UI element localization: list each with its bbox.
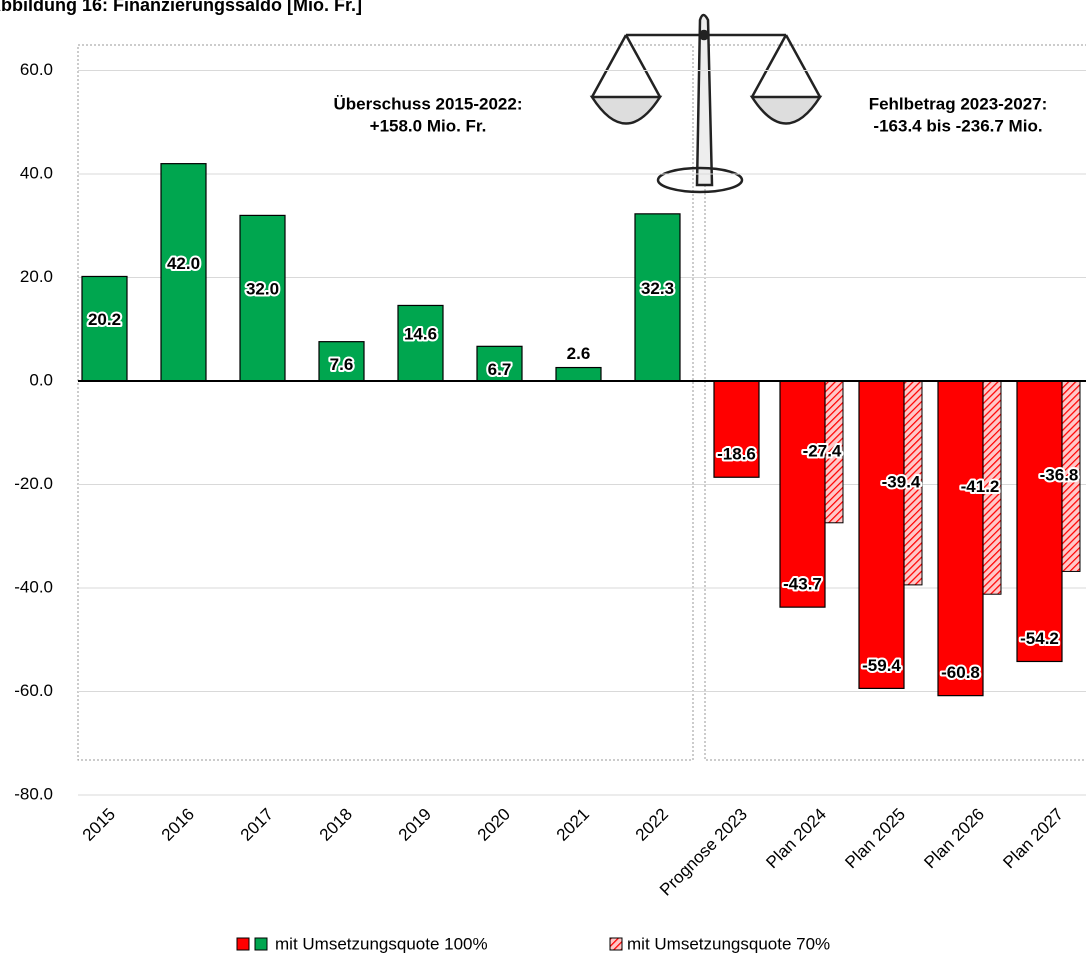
x-tick-label: 2016 — [158, 805, 198, 845]
value-label: 32.3 — [641, 279, 674, 298]
legend-label: mit Umsetzungsquote 70% — [627, 934, 830, 953]
legend-swatch — [236, 937, 250, 951]
legend-label: mit Umsetzungsquote 100% — [275, 934, 488, 953]
value-label: 7.6 — [330, 355, 354, 374]
x-tick-label: Plan 2025 — [841, 805, 909, 873]
bar-100 — [397, 304, 444, 382]
y-tick-label: -60.0 — [14, 681, 53, 700]
x-tick-label: Plan 2027 — [999, 805, 1067, 873]
x-tick-label: 2021 — [553, 805, 593, 845]
chart-title: Abbildung 16: Finanzierungssaldo [Mio. F… — [0, 0, 362, 15]
bar-100 — [1016, 380, 1063, 663]
y-tick-label: -80.0 — [14, 784, 53, 803]
box-left — [77, 44, 694, 761]
value-label: -43.7 — [783, 575, 822, 594]
x-tick-label: 2022 — [632, 805, 672, 845]
x-tick-label: 2019 — [395, 805, 435, 845]
x-tick-label: 2015 — [79, 805, 119, 845]
annotation: Überschuss 2015-2022: — [333, 94, 522, 113]
y-tick-label: 40.0 — [20, 163, 53, 182]
value-label: 14.6 — [404, 325, 437, 344]
value-label: -41.2 — [961, 477, 1000, 496]
value-label: 42.0 — [167, 254, 200, 273]
grid — [78, 70, 1086, 796]
bar-100 — [937, 380, 984, 697]
value-label: 20.2 — [88, 310, 121, 329]
value-label: -27.4 — [803, 441, 842, 460]
x-tick-label: 2017 — [237, 805, 277, 845]
bar-100 — [779, 380, 826, 608]
bar-100 — [555, 366, 602, 382]
bar-100 — [81, 275, 128, 382]
y-tick-label: -20.0 — [14, 474, 53, 493]
bar-100 — [634, 213, 681, 382]
x-tick-label: Plan 2024 — [762, 805, 830, 873]
value-label: -36.8 — [1040, 466, 1079, 485]
legend-swatch — [609, 937, 623, 951]
value-label: -39.4 — [882, 472, 921, 491]
bar-100 — [476, 345, 523, 382]
bar-100 — [160, 163, 207, 382]
annotation: +158.0 Mio. Fr. — [370, 116, 487, 135]
bar-100 — [858, 380, 905, 689]
y-tick-label: -40.0 — [14, 577, 53, 596]
scales-icon — [589, 13, 823, 194]
y-tick-label: 20.0 — [20, 267, 53, 286]
value-label: -54.2 — [1020, 629, 1059, 648]
legend-swatch — [254, 937, 268, 951]
value-label: 2.6 — [567, 344, 591, 363]
x-tick-label: Plan 2026 — [920, 805, 988, 873]
x-tick-label: 2020 — [474, 805, 514, 845]
value-label: 6.7 — [488, 360, 512, 379]
x-tick-label: 2018 — [316, 805, 356, 845]
bar-100 — [318, 341, 365, 382]
box-right — [704, 44, 1086, 761]
bar-100 — [713, 380, 760, 478]
value-label: 32.0 — [246, 280, 279, 299]
value-label: -18.6 — [717, 445, 756, 464]
annotation: Fehlbetrag 2023-2027: — [869, 94, 1048, 113]
y-tick-label: 60.0 — [20, 60, 53, 79]
y-tick-label: 0.0 — [29, 370, 53, 389]
annotation: -163.4 bis -236.7 Mio. — [873, 116, 1042, 135]
value-label: -60.8 — [941, 663, 980, 682]
value-label: -59.4 — [862, 656, 901, 675]
